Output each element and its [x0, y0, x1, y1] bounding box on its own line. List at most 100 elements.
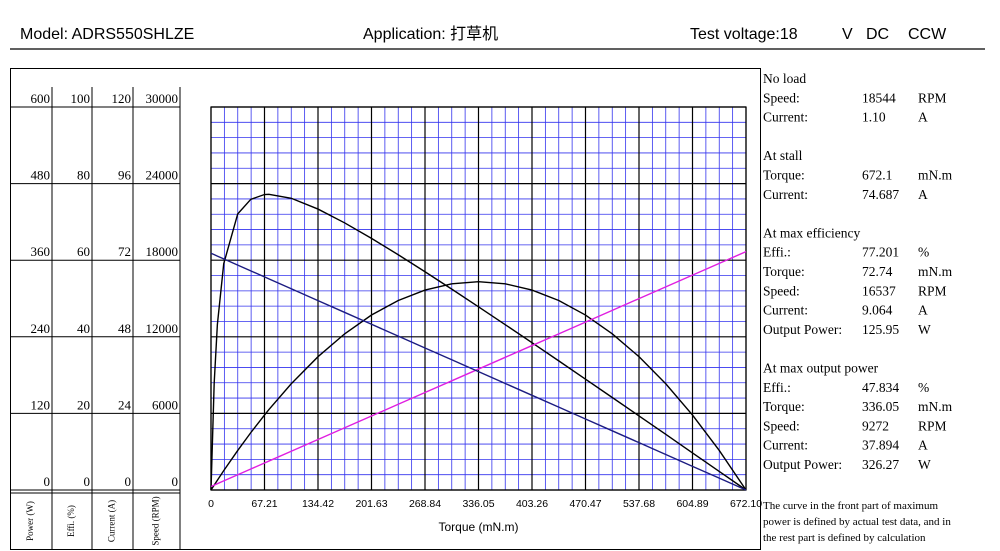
x-tick-label: 0	[208, 498, 214, 510]
y-tick-label: 40	[77, 321, 90, 336]
panel-cell: mN.m	[918, 264, 953, 279]
x-tick-label: 336.05	[462, 498, 494, 510]
panel-cell: 9272	[862, 418, 889, 433]
panel-cell: Current:	[763, 438, 808, 453]
y-tick-label: 30000	[146, 91, 179, 106]
chart-frame	[10, 68, 761, 550]
panel-cell: Output Power:	[763, 457, 842, 472]
panel-cell: 336.05	[862, 399, 899, 414]
panel-cell: Torque:	[763, 399, 805, 414]
y-tick-label: 12000	[146, 321, 179, 336]
y-tick-label: 20	[77, 397, 90, 412]
y-tick-label: 48	[118, 321, 131, 336]
y-tick-label: 0	[172, 474, 179, 489]
y-tick-label: 6000	[152, 397, 178, 412]
model: Model: ADRS550SHLZE	[20, 26, 194, 43]
current-type: DC	[866, 26, 889, 43]
curve	[210, 281, 747, 491]
panel-note: the rest part is defined by calculation	[763, 532, 926, 544]
x-tick-label: 537.68	[623, 498, 655, 510]
y-tick-label: 360	[31, 244, 51, 259]
axis-label: Current (A)	[107, 500, 117, 542]
curve	[210, 193, 747, 491]
y-tick-label: 100	[71, 91, 91, 106]
panel-cell: A	[918, 438, 928, 453]
panel-cell: W	[918, 322, 931, 337]
y-tick-label: 600	[31, 91, 51, 106]
y-tick-label: 480	[31, 168, 51, 183]
y-tick-label: 0	[125, 474, 132, 489]
panel-cell: Speed:	[763, 283, 800, 298]
panel-cell: 672.1	[862, 168, 892, 183]
panel-cell: Torque:	[763, 264, 805, 279]
x-axis-title: Torque (mN.m)	[438, 520, 518, 534]
y-tick-label: 24000	[146, 168, 179, 183]
axis-label: Power (W)	[25, 501, 35, 541]
panel-cell: 74.687	[862, 187, 899, 202]
y-tick-label: 240	[31, 321, 51, 336]
panel-cell: 18544	[862, 90, 896, 105]
y-tick-label: 72	[118, 244, 131, 259]
panel-cell: A	[918, 187, 928, 202]
panel-cell: %	[918, 380, 929, 395]
y-tick-label: 0	[84, 474, 91, 489]
y-tick-label: 24	[118, 397, 132, 412]
panel-cell: Speed:	[763, 418, 800, 433]
y-tick-label: 80	[77, 168, 90, 183]
panel-cell: A	[918, 110, 928, 125]
y-tick-label: 60	[77, 244, 90, 259]
panel-cell: A	[918, 303, 928, 318]
panel-cell: Speed:	[763, 90, 800, 105]
panel-cell: Current:	[763, 110, 808, 125]
panel-heading: At max efficiency	[763, 225, 860, 240]
x-tick-label: 470.47	[569, 498, 601, 510]
panel-cell: RPM	[918, 90, 947, 105]
x-tick-label: 201.63	[355, 498, 387, 510]
panel-cell: 9.064	[862, 303, 893, 318]
y-tick-label: 96	[118, 168, 132, 183]
panel-note: power is defined by actual test data, an…	[763, 516, 951, 528]
panel-cell: mN.m	[918, 168, 953, 183]
panel-cell: Current:	[763, 187, 808, 202]
x-tick-label: 403.26	[516, 498, 548, 510]
panel-note: The curve in the front part of maximum	[763, 500, 938, 512]
panel-cell: 1.10	[862, 110, 886, 125]
panel-cell: 72.74	[862, 264, 893, 279]
y-tick-label: 18000	[146, 244, 179, 259]
panel-cell: Effi.:	[763, 380, 791, 395]
panel-cell: W	[918, 457, 931, 472]
axis-label: Speed (RPM)	[151, 496, 161, 545]
panel-cell: Torque:	[763, 168, 805, 183]
x-tick-label: 604.89	[676, 498, 708, 510]
panel-cell: 125.95	[862, 322, 899, 337]
test-voltage: Test voltage:18	[690, 26, 798, 43]
application: Application: 打草机	[363, 25, 498, 43]
x-tick-label: 672.10	[730, 498, 762, 510]
curve	[210, 252, 747, 491]
panel-cell: Output Power:	[763, 322, 842, 337]
panel-cell: 326.27	[862, 457, 899, 472]
x-tick-label: 134.42	[302, 498, 334, 510]
panel-heading: At stall	[763, 148, 803, 163]
panel-cell: mN.m	[918, 399, 953, 414]
y-tick-label: 0	[44, 474, 51, 489]
panel-heading: At max output power	[763, 361, 879, 376]
panel-cell: Effi.:	[763, 245, 791, 260]
panel-cell: 16537	[862, 283, 896, 298]
panel-cell: %	[918, 245, 929, 260]
y-tick-label: 120	[31, 397, 51, 412]
panel-cell: 47.834	[862, 380, 899, 395]
panel-cell: RPM	[918, 418, 947, 433]
plot-frame	[210, 106, 747, 491]
panel-cell: 37.894	[862, 438, 899, 453]
curve	[210, 250, 747, 488]
x-tick-label: 67.21	[251, 498, 277, 510]
panel-heading: No load	[763, 71, 806, 86]
y-tick-label: 120	[112, 91, 132, 106]
voltage-unit: V	[842, 26, 853, 43]
panel-cell: 77.201	[862, 245, 899, 260]
panel-cell: Current:	[763, 303, 808, 318]
axis-label: Effi. (%)	[66, 505, 76, 537]
panel-cell: RPM	[918, 283, 947, 298]
